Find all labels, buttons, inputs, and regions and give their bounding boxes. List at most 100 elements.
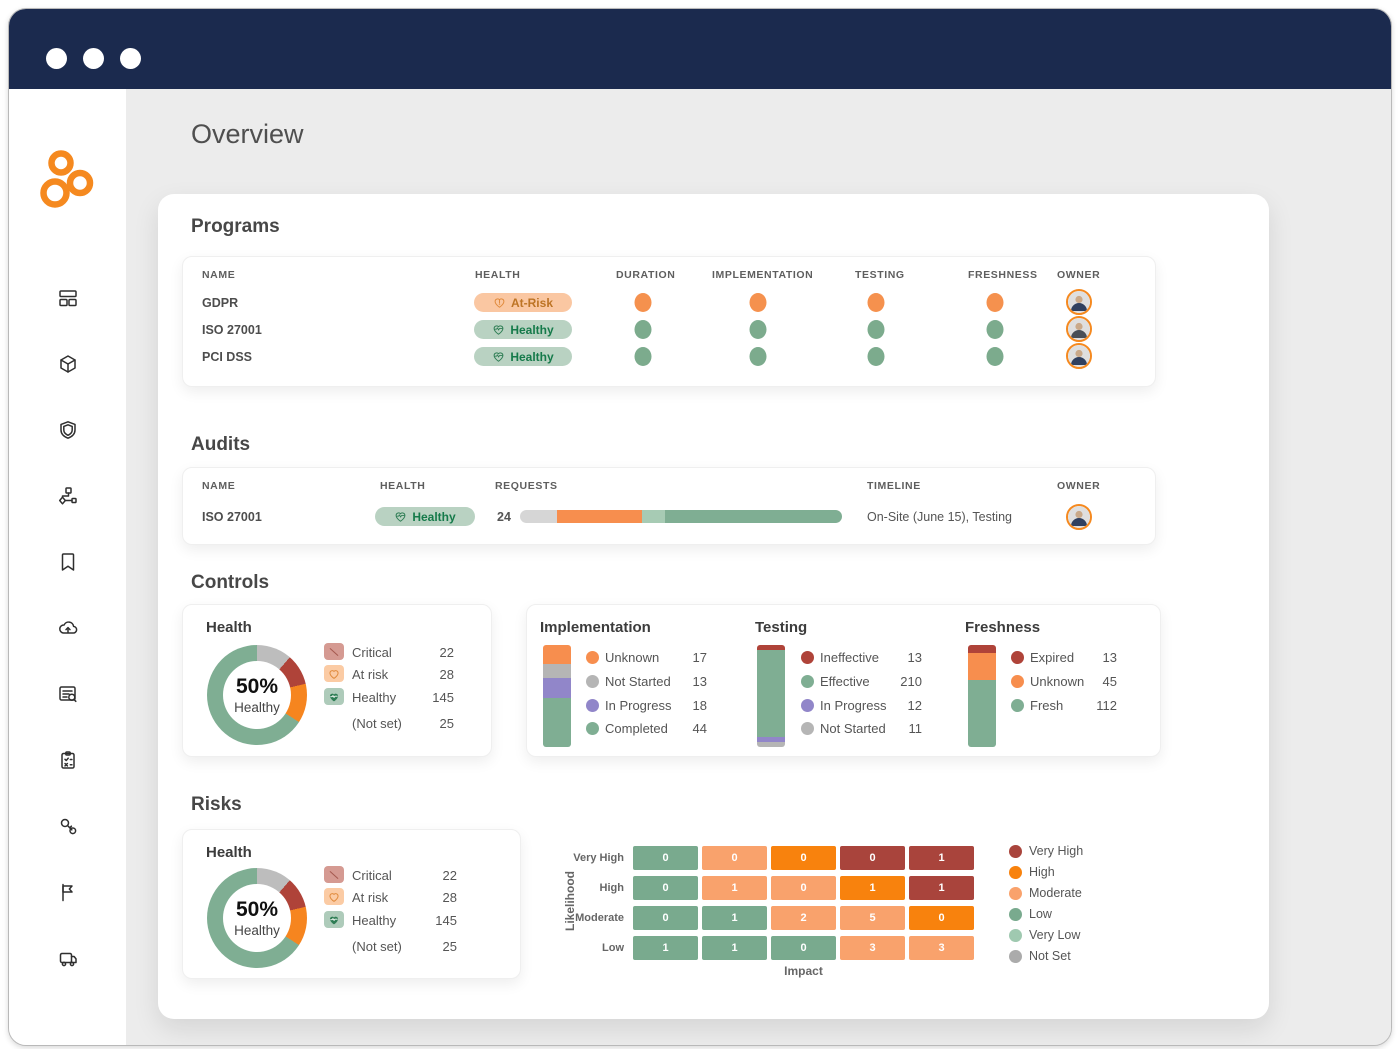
window-dot-1[interactable] bbox=[46, 48, 67, 69]
programs-table: NAME HEALTH DURATION IMPLEMENTATION TEST… bbox=[182, 256, 1156, 387]
table-row[interactable]: GDPR At-Risk bbox=[183, 289, 1157, 315]
program-name[interactable]: GDPR bbox=[202, 296, 239, 310]
legend-dot bbox=[801, 722, 814, 735]
risks-health-donut: 50% Healthy bbox=[207, 868, 307, 968]
main-area: Overview Programs NAME HEALTH DURATION I… bbox=[126, 89, 1391, 1045]
sidebar-item-packages[interactable] bbox=[57, 353, 79, 375]
legend-dot bbox=[586, 675, 599, 688]
program-name[interactable]: PCI DSS bbox=[202, 350, 253, 364]
flag-icon bbox=[61, 883, 73, 902]
legend-label: Not Started bbox=[820, 721, 886, 736]
truck-icon bbox=[59, 952, 77, 967]
legend-dot bbox=[1009, 908, 1022, 921]
legend-value: 13 bbox=[1102, 650, 1117, 665]
matrix-cell[interactable]: 0 bbox=[771, 876, 836, 900]
legend-value: 28 bbox=[442, 890, 457, 905]
column-header-name: NAME bbox=[202, 269, 236, 281]
freshness-title: Freshness bbox=[965, 619, 1041, 636]
heart-pulse-icon bbox=[493, 352, 504, 362]
matrix-cell[interactable]: 3 bbox=[909, 936, 974, 960]
testing-title: Testing bbox=[755, 619, 808, 636]
table-row[interactable]: ISO 27001 Healthy bbox=[183, 316, 1157, 342]
matrix-cell[interactable]: 3 bbox=[840, 936, 905, 960]
requests-segment bbox=[642, 510, 665, 523]
matrix-cell[interactable]: 1 bbox=[840, 876, 905, 900]
legend-label: Critical bbox=[352, 645, 392, 660]
legend-label: Healthy bbox=[352, 690, 397, 705]
matrix-cell[interactable]: 1 bbox=[909, 876, 974, 900]
heart-pulse-icon bbox=[493, 325, 504, 335]
sidebar-item-access-keys[interactable] bbox=[57, 815, 79, 837]
bar-segment bbox=[543, 698, 571, 747]
bookmark-icon bbox=[61, 553, 74, 571]
legend-swatch-healthy bbox=[324, 911, 344, 928]
sidebar-item-programs[interactable] bbox=[57, 419, 79, 441]
table-row[interactable]: ISO 27001 Healthy 24 On-Site (June 15), … bbox=[183, 504, 1157, 530]
duration-status-dot bbox=[634, 320, 652, 339]
legend-value: 145 bbox=[432, 690, 454, 705]
legend-label: Very High bbox=[1029, 844, 1084, 858]
legend-label: Effective bbox=[820, 674, 870, 689]
owner-avatar[interactable] bbox=[1066, 316, 1092, 342]
matrix-cell[interactable]: 1 bbox=[702, 906, 767, 930]
matrix-cell[interactable]: 1 bbox=[702, 876, 767, 900]
matrix-cell[interactable]: 2 bbox=[771, 906, 836, 930]
program-name[interactable]: ISO 27001 bbox=[202, 323, 262, 337]
owner-avatar[interactable] bbox=[1066, 289, 1092, 315]
package-icon bbox=[59, 355, 76, 373]
audit-name[interactable]: ISO 27001 bbox=[202, 510, 262, 524]
legend-label: Critical bbox=[352, 868, 392, 883]
matrix-cell[interactable]: 5 bbox=[840, 906, 905, 930]
audits-table: NAME HEALTH REQUESTS TIMELINE OWNER ISO … bbox=[182, 467, 1156, 545]
testing-status-dot bbox=[867, 293, 885, 312]
owner-avatar[interactable] bbox=[1066, 504, 1092, 530]
sidebar-item-tasks[interactable] bbox=[57, 749, 79, 771]
controls-health-card: Health 50% Healthy Critical 22 At risk 2… bbox=[182, 604, 492, 757]
sidebar-item-dashboard[interactable] bbox=[57, 287, 79, 309]
legend-label: Expired bbox=[1030, 650, 1075, 665]
heart-alert-icon bbox=[329, 669, 339, 679]
window-dot-2[interactable] bbox=[83, 48, 104, 69]
key-icon bbox=[60, 818, 76, 835]
sidebar-item-requests[interactable] bbox=[57, 683, 79, 705]
window-dot-3[interactable] bbox=[120, 48, 141, 69]
controls-status-card: Implementation Unknown 17 Not Started 13… bbox=[526, 604, 1161, 757]
legend-dot bbox=[586, 722, 599, 735]
legend-value: 12 bbox=[907, 698, 922, 713]
legend-dot bbox=[1011, 699, 1024, 712]
matrix-cell[interactable]: 0 bbox=[771, 936, 836, 960]
legend-label: (Not set) bbox=[352, 939, 402, 954]
matrix-cell[interactable]: 0 bbox=[840, 846, 905, 870]
legend-value: 13 bbox=[907, 650, 922, 665]
table-row[interactable]: PCI DSS Healthy bbox=[183, 343, 1157, 369]
matrix-cell[interactable]: 0 bbox=[702, 846, 767, 870]
legend-label: High bbox=[1029, 865, 1055, 879]
matrix-cell[interactable]: 0 bbox=[771, 846, 836, 870]
bar-segment bbox=[968, 645, 996, 653]
matrix-cell[interactable]: 0 bbox=[633, 906, 698, 930]
sidebar-item-uploads[interactable] bbox=[57, 617, 79, 639]
owner-avatar[interactable] bbox=[1066, 343, 1092, 369]
donut-center-label: Healthy bbox=[234, 700, 280, 715]
matrix-cell[interactable]: 0 bbox=[909, 906, 974, 930]
sidebar-item-vendors[interactable] bbox=[57, 947, 79, 969]
legend-label: Very Low bbox=[1029, 928, 1081, 942]
matrix-cell[interactable]: 0 bbox=[633, 876, 698, 900]
matrix-x-axis-label: Impact bbox=[784, 964, 823, 978]
matrix-cell[interactable]: 1 bbox=[633, 936, 698, 960]
matrix-cell[interactable]: 1 bbox=[909, 846, 974, 870]
sidebar-item-flags[interactable] bbox=[57, 881, 79, 903]
legend-swatch-critical bbox=[324, 866, 344, 883]
matrix-cell[interactable]: 1 bbox=[702, 936, 767, 960]
risks-section-title: Risks bbox=[191, 794, 242, 815]
testing-stacked-bar bbox=[757, 645, 785, 747]
heart-pulse-icon bbox=[395, 512, 406, 522]
legend-value: 11 bbox=[908, 721, 923, 736]
matrix-cell[interactable]: 0 bbox=[633, 846, 698, 870]
hyperproof-logo-icon bbox=[40, 150, 94, 208]
health-badge: At-Risk bbox=[474, 293, 572, 312]
heart-slash-icon bbox=[329, 647, 339, 656]
legend-dot bbox=[1009, 866, 1022, 879]
sidebar-item-labels[interactable] bbox=[57, 551, 79, 573]
sidebar-item-workflow[interactable] bbox=[57, 485, 79, 507]
